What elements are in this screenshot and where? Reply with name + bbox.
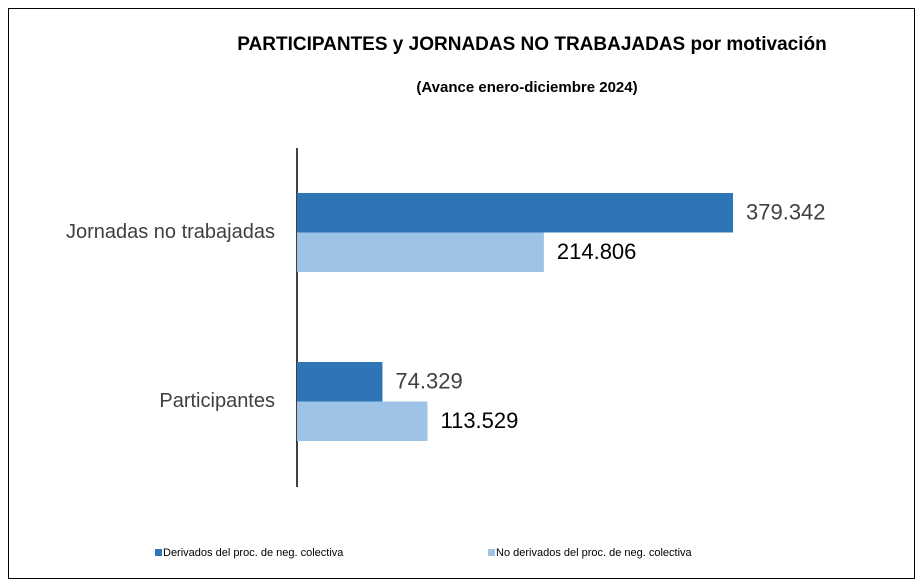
bar	[297, 401, 428, 441]
value-label: 74.329	[395, 369, 462, 394]
value-label: 214.806	[557, 239, 637, 264]
legend-swatch	[155, 549, 162, 556]
chart-border	[8, 8, 915, 579]
chart-title: PARTICIPANTES y JORNADAS NO TRABAJADAS p…	[237, 34, 826, 55]
value-label: 113.529	[440, 408, 518, 433]
bar	[297, 232, 544, 272]
bar	[297, 362, 383, 402]
legend-swatch	[488, 549, 495, 556]
legend-label: No derivados del proc. de neg. colectiva	[496, 547, 693, 559]
category-label: Participantes	[159, 390, 275, 412]
value-label: 379.342	[746, 200, 826, 225]
bar	[297, 193, 733, 233]
chart-subtitle: (Avance enero-diciembre 2024)	[416, 79, 637, 96]
legend-label: Derivados del proc. de neg. colectiva	[163, 547, 344, 559]
category-label: Jornadas no trabajadas	[66, 221, 275, 243]
